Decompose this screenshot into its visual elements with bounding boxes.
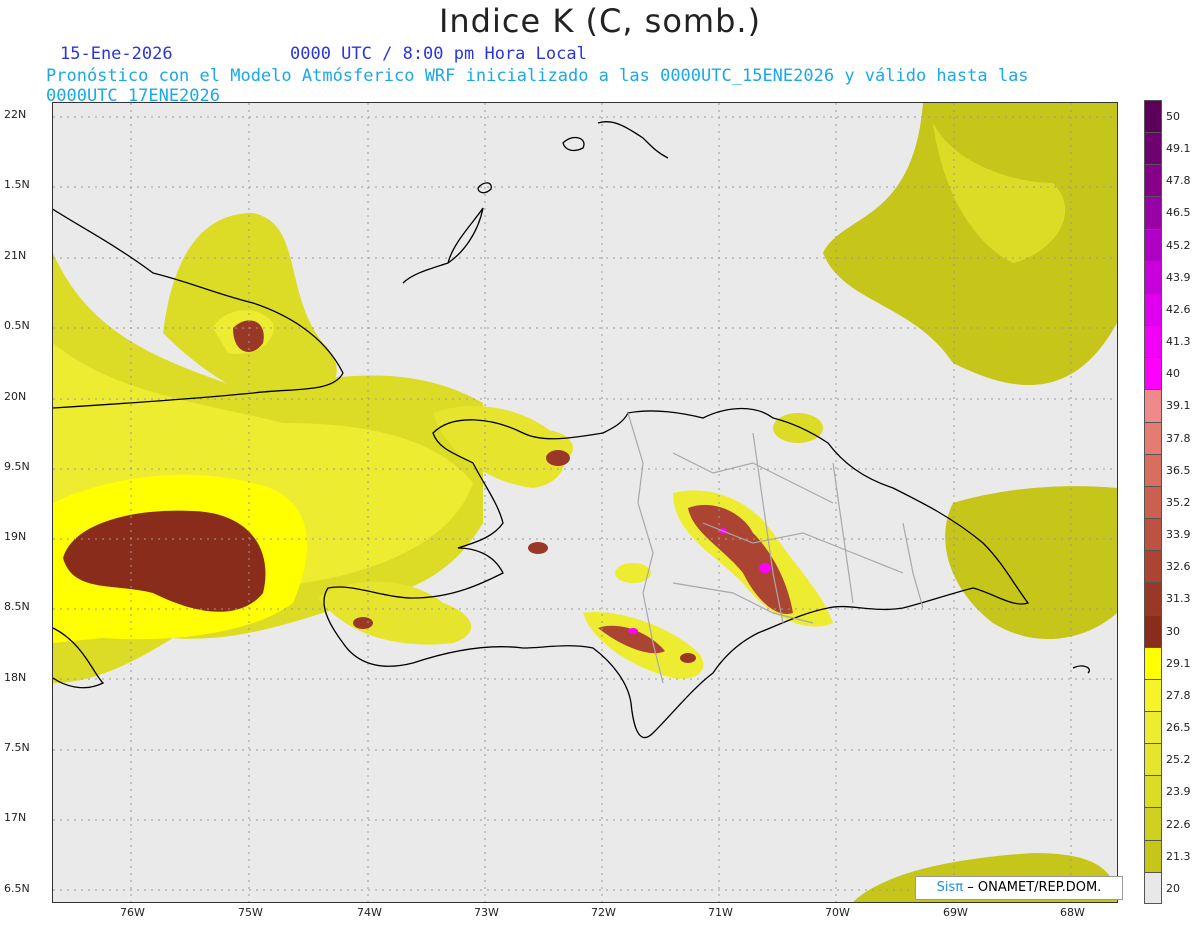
lat-label: 19N — [4, 530, 27, 543]
lon-label: 76W — [120, 906, 145, 919]
legend-label: 35.2 — [1166, 495, 1191, 509]
legend-swatch — [1144, 743, 1162, 776]
legend-label: 50 — [1166, 110, 1180, 123]
forecast-time: 0000 UTC / 8:00 pm Hora Local — [290, 44, 587, 64]
lon-label: 74W — [357, 906, 382, 919]
legend-swatch — [1144, 453, 1162, 486]
forecast-date: 15-Ene-2026 — [60, 44, 173, 64]
lon-label: 72W — [591, 906, 616, 919]
legend-label: 29.1 — [1166, 656, 1191, 670]
legend-swatch — [1144, 550, 1162, 583]
lat-label: 17N — [4, 811, 27, 824]
lat-label: 22N — [4, 108, 27, 121]
legend-label: 36.5 — [1166, 463, 1191, 477]
legend-swatch — [1144, 807, 1162, 840]
legend-swatch — [1144, 518, 1162, 551]
provincial-boundaries — [627, 412, 924, 684]
legend-swatch — [1144, 132, 1162, 165]
lat-label: 20N — [4, 390, 27, 403]
legend-swatch — [1144, 678, 1162, 711]
legend-label: 26.5 — [1166, 721, 1191, 735]
legend-swatch — [1144, 357, 1162, 390]
legend-label: 30 — [1166, 624, 1180, 638]
map-panel — [52, 102, 1118, 903]
legend-label: 23.9 — [1166, 785, 1191, 799]
map-title: Indice K (C, somb.) — [438, 2, 762, 40]
legend-label: 25.2 — [1166, 753, 1191, 767]
legend-swatch — [1144, 775, 1162, 808]
legend-label: 40 — [1166, 367, 1180, 381]
legend-label: 27.8 — [1166, 688, 1191, 702]
legend-label: 49.1 — [1166, 142, 1191, 156]
credit-text: – ONAMET/REP.DOM. — [967, 880, 1102, 895]
lat-label: 6.5N — [4, 882, 30, 895]
lat-label: 1.5N — [4, 178, 30, 191]
legend-swatch — [1144, 196, 1162, 229]
lat-lon-grid — [53, 103, 1117, 902]
k-index-low-areas — [53, 103, 1117, 902]
legend-label: 31.3 — [1166, 592, 1191, 606]
legend-label: 21.3 — [1166, 849, 1191, 863]
legend-swatch — [1144, 839, 1162, 872]
legend-label: 42.6 — [1166, 302, 1191, 316]
legend-label: 43.9 — [1166, 270, 1191, 284]
legend-label: 39.1 — [1166, 399, 1191, 413]
legend-swatch — [1144, 614, 1162, 647]
k-index-high-areas — [63, 320, 793, 663]
legend-label: 41.3 — [1166, 335, 1191, 349]
legend-swatch — [1144, 710, 1162, 744]
lon-label: 69W — [943, 906, 968, 919]
lat-label: 21N — [4, 249, 27, 262]
forecast-map — [53, 103, 1117, 902]
lat-label: 7.5N — [4, 741, 30, 754]
lat-label: 18N — [4, 671, 27, 684]
legend-swatch — [1144, 260, 1162, 293]
legend-swatch — [1144, 228, 1162, 261]
legend-label: 22.6 — [1166, 817, 1191, 831]
lat-label: 8.5N — [4, 600, 30, 613]
lon-label: 71W — [708, 906, 733, 919]
legend-label: 46.5 — [1166, 206, 1191, 220]
lon-label: 68W — [1060, 906, 1085, 919]
coastlines — [53, 121, 1090, 739]
legend-swatch — [1144, 485, 1162, 519]
forecast-subtitle: Pronóstico con el Modelo Atmósferico WRF… — [46, 66, 1029, 106]
color-legend — [1144, 100, 1162, 904]
legend-swatch — [1144, 389, 1162, 422]
legend-label: 33.9 — [1166, 528, 1191, 542]
lat-label: 0.5N — [4, 319, 30, 332]
lon-label: 75W — [238, 906, 263, 919]
lon-label: 70W — [825, 906, 850, 919]
credit-box: Sisπ – ONAMET/REP.DOM. — [915, 876, 1123, 900]
legend-label: 47.8 — [1166, 174, 1191, 188]
legend-label: 37.8 — [1166, 431, 1191, 445]
sispi-logo: Sisπ — [936, 880, 964, 895]
legend-swatch — [1144, 292, 1162, 326]
legend-swatch — [1144, 871, 1162, 904]
legend-label: 45.2 — [1166, 238, 1191, 252]
legend-swatch — [1144, 164, 1162, 197]
legend-label: 32.6 — [1166, 560, 1191, 574]
lon-label: 73W — [474, 906, 499, 919]
legend-swatch — [1144, 325, 1162, 358]
lat-label: 9.5N — [4, 460, 30, 473]
legend-swatch — [1144, 582, 1162, 615]
legend-label: 20 — [1166, 881, 1180, 895]
legend-swatch — [1144, 100, 1162, 133]
legend-swatch — [1144, 421, 1162, 454]
legend-swatch — [1144, 646, 1162, 679]
